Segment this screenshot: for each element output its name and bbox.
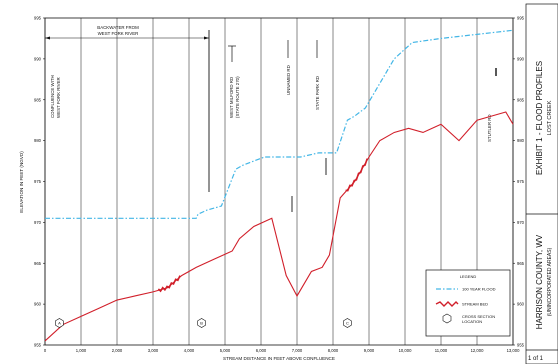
- legend-flood-label: 100 YEAR FLOOD: [462, 287, 496, 292]
- y-tick-label: 965: [34, 261, 42, 266]
- title-block: EXHIBIT 1 - FLOOD PROFILES LOST CREEK HA…: [525, 3, 558, 364]
- x-tick-label: 13,000: [507, 348, 520, 353]
- y-tick-label-right: 970: [517, 220, 525, 225]
- stream-bed-hatch-1: [157, 275, 181, 293]
- legend-bed-swatch: [435, 301, 459, 307]
- backwater-label-2: WEST FORK RIVER: [98, 31, 139, 36]
- y-tick-label-right: 980: [517, 138, 525, 143]
- y-tick-label-right: 960: [517, 302, 525, 307]
- y-tick-label: 975: [34, 179, 42, 184]
- x-tick-label: 8,000: [328, 348, 339, 353]
- y-tick-label: 955: [34, 343, 42, 348]
- y-tick-label: 980: [34, 138, 42, 143]
- x-tick-label: 7,000: [292, 348, 303, 353]
- exhibit-title: EXHIBIT 1 - FLOOD PROFILES: [535, 61, 544, 175]
- x-tick-label: 3,000: [148, 348, 159, 353]
- x-tick-label: 5,000: [220, 348, 231, 353]
- state-park-rd-label: STATE PARK RD: [315, 76, 320, 110]
- creek-name: LOST CREEK: [547, 100, 553, 135]
- x-tick-label: 0: [44, 348, 47, 353]
- y-tick-label-right: 955: [517, 343, 525, 348]
- y-tick-label-right: 975: [517, 179, 525, 184]
- legend-title: LEGEND: [460, 274, 477, 279]
- legend-cross-label-2: LOCATION: [462, 319, 482, 324]
- y-axis-right: 955 960 965 970 975 980 985 990 995: [517, 16, 525, 348]
- unnamed-rd-label: UNNAMED RD: [286, 65, 291, 95]
- series-100-year-flood: [45, 29, 514, 219]
- y-tick-label: 990: [34, 56, 42, 61]
- county-name: HARRISON COUNTY, WV: [535, 234, 544, 329]
- y-tick-label: 960: [34, 302, 42, 307]
- cross-section-hexagon-icon: [55, 318, 64, 328]
- cross-section-letter: B: [200, 321, 203, 326]
- cross-section-markers: A B C: [55, 318, 352, 328]
- stutler-rd-label: STUTLER RD: [487, 114, 492, 142]
- cross-section-hexagon-icon: [343, 318, 352, 328]
- legend: LEGEND 100 YEAR FLOOD STREAM BED CROSS S…: [425, 269, 511, 337]
- x-tick-label: 12,000: [471, 348, 484, 353]
- cross-section-hexagon-icon: [197, 318, 206, 328]
- west-milford-label-2: (STATE ROUTE 270): [235, 76, 240, 118]
- grid-lines: [43, 17, 515, 346]
- y-axis-left: 955 960 965 970 975 980 985 990 995: [34, 16, 42, 348]
- y-tick-label: 995: [34, 16, 42, 21]
- backwater-annotation: BACKWATER FROM WEST FORK RIVER: [45, 25, 209, 40]
- legend-cross-label-1: CROSS SECTION: [462, 314, 495, 319]
- x-tick-label: 10,000: [399, 348, 412, 353]
- x-tick-label: 6,000: [256, 348, 267, 353]
- legend-hexagon-icon: [442, 313, 452, 324]
- y-axis-title: ELEVATION IN FEET (NGVD): [19, 151, 24, 213]
- x-axis: 0 1,000 2,000 3,000 4,000 5,000 6,000 7,000 8,00…: [44, 348, 520, 353]
- y-tick-label: 970: [34, 220, 42, 225]
- sheet-number: 1 of 1: [528, 356, 544, 362]
- x-tick-label: 4,000: [184, 348, 195, 353]
- confluence-label-1: CONFLUENCE WITH: [50, 75, 55, 118]
- county-subtitle: (UNINCORPORATED AREAS): [547, 247, 553, 316]
- cross-section-letter: A: [58, 321, 61, 326]
- x-tick-label: 11,000: [435, 348, 448, 353]
- y-tick-label-right: 990: [517, 56, 525, 61]
- x-tick-label: 9,000: [364, 348, 375, 353]
- legend-bed-label: STREAM BED: [462, 302, 488, 307]
- backwater-label-1: BACKWATER FROM: [97, 25, 139, 30]
- y-tick-label-right: 985: [517, 97, 525, 102]
- x-axis-title: STREAM DISTANCE IN FEET ABOVE CONFLUENCE: [223, 356, 335, 361]
- y-tick-label-right: 995: [517, 16, 525, 21]
- x-tick-label: 2,000: [112, 348, 123, 353]
- location-labels: CONFLUENCE WITH WEST FORK RIVER WEST MIL…: [50, 30, 497, 212]
- stream-bed-hatch-2: [345, 158, 368, 192]
- series-stream-bed: [44, 111, 514, 342]
- confluence-label-2: WEST FORK RIVER: [56, 77, 61, 118]
- y-tick-label-right: 965: [517, 261, 525, 266]
- cross-section-letter: C: [346, 321, 349, 326]
- y-tick-label: 985: [34, 97, 42, 102]
- x-tick-label: 1,000: [76, 348, 87, 353]
- west-milford-label-1: WEST MILFORD RD: [229, 77, 234, 118]
